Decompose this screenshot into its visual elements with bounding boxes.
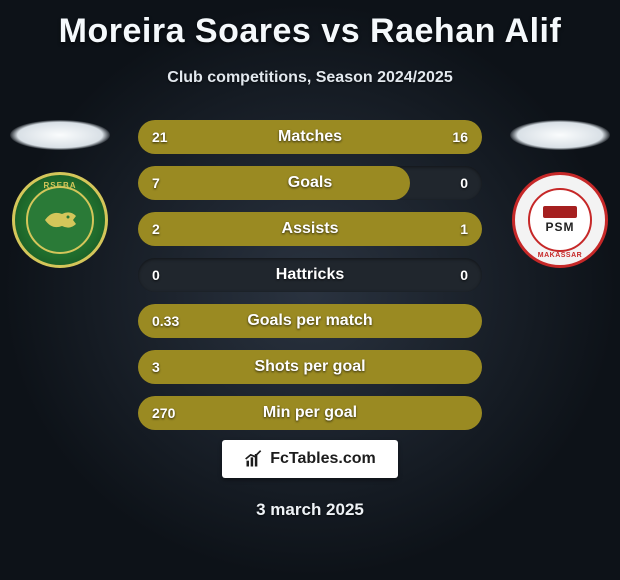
- club-crest-left: RSEBA: [12, 172, 108, 268]
- brick-icon: [543, 206, 577, 218]
- crest-right-label: PSM: [545, 220, 574, 234]
- stat-row: 0 0 Hattricks: [138, 258, 482, 292]
- stat-value-left: 7: [152, 175, 160, 191]
- chart-icon: [244, 449, 264, 469]
- crest-right-emblem: PSM: [528, 188, 592, 252]
- crest-left-text: RSEBA: [43, 181, 76, 190]
- stat-value-right: 0: [460, 175, 468, 191]
- stat-row: 270 Min per goal: [138, 396, 482, 430]
- stat-label: Min per goal: [263, 404, 357, 422]
- stat-bar-left: [138, 166, 410, 200]
- brand-badge[interactable]: FcTables.com: [222, 440, 398, 478]
- player-left-silhouette: [10, 120, 110, 150]
- stat-row: 3 Shots per goal: [138, 350, 482, 384]
- stat-value-left: 0: [152, 267, 160, 283]
- page-title: Moreira Soares vs Raehan Alif: [0, 0, 620, 51]
- footer-date: 3 march 2025: [256, 500, 364, 520]
- stats-area: 2116Matches70Goals21Assists00Hattricks0.…: [138, 120, 482, 442]
- stat-label: Shots per goal: [254, 358, 365, 376]
- brand-text: FcTables.com: [270, 450, 376, 468]
- stat-row: 0.33 Goals per match: [138, 304, 482, 338]
- stat-label: Goals: [288, 174, 332, 192]
- stat-value-left: 2: [152, 221, 160, 237]
- subtitle: Club competitions, Season 2024/2025: [0, 69, 620, 87]
- stat-row: 7 0 Goals: [138, 166, 482, 200]
- stat-label: Assists: [282, 220, 339, 238]
- player-right-silhouette: [510, 120, 610, 150]
- player-right-slot: PSM MAKASSAR: [510, 120, 610, 268]
- club-crest-right: PSM MAKASSAR: [512, 172, 608, 268]
- stat-value-right: 1: [460, 221, 468, 237]
- fish-icon: [40, 200, 80, 240]
- stat-label: Goals per match: [247, 312, 372, 330]
- stat-value-left: 0.33: [152, 313, 179, 329]
- stat-row: 2 1 Assists: [138, 212, 482, 246]
- crest-right-ring-text: MAKASSAR: [538, 252, 582, 259]
- stat-value-left: 21: [152, 129, 168, 145]
- stat-value-right: 16: [452, 129, 468, 145]
- player-left-slot: RSEBA: [10, 120, 110, 268]
- stat-label: Hattricks: [276, 266, 344, 284]
- crest-left-emblem: [26, 186, 94, 254]
- stat-label: Matches: [278, 128, 342, 146]
- stat-row: 21 16 Matches: [138, 120, 482, 154]
- stat-value-left: 3: [152, 359, 160, 375]
- stat-value-right: 0: [460, 267, 468, 283]
- stat-value-left: 270: [152, 405, 175, 421]
